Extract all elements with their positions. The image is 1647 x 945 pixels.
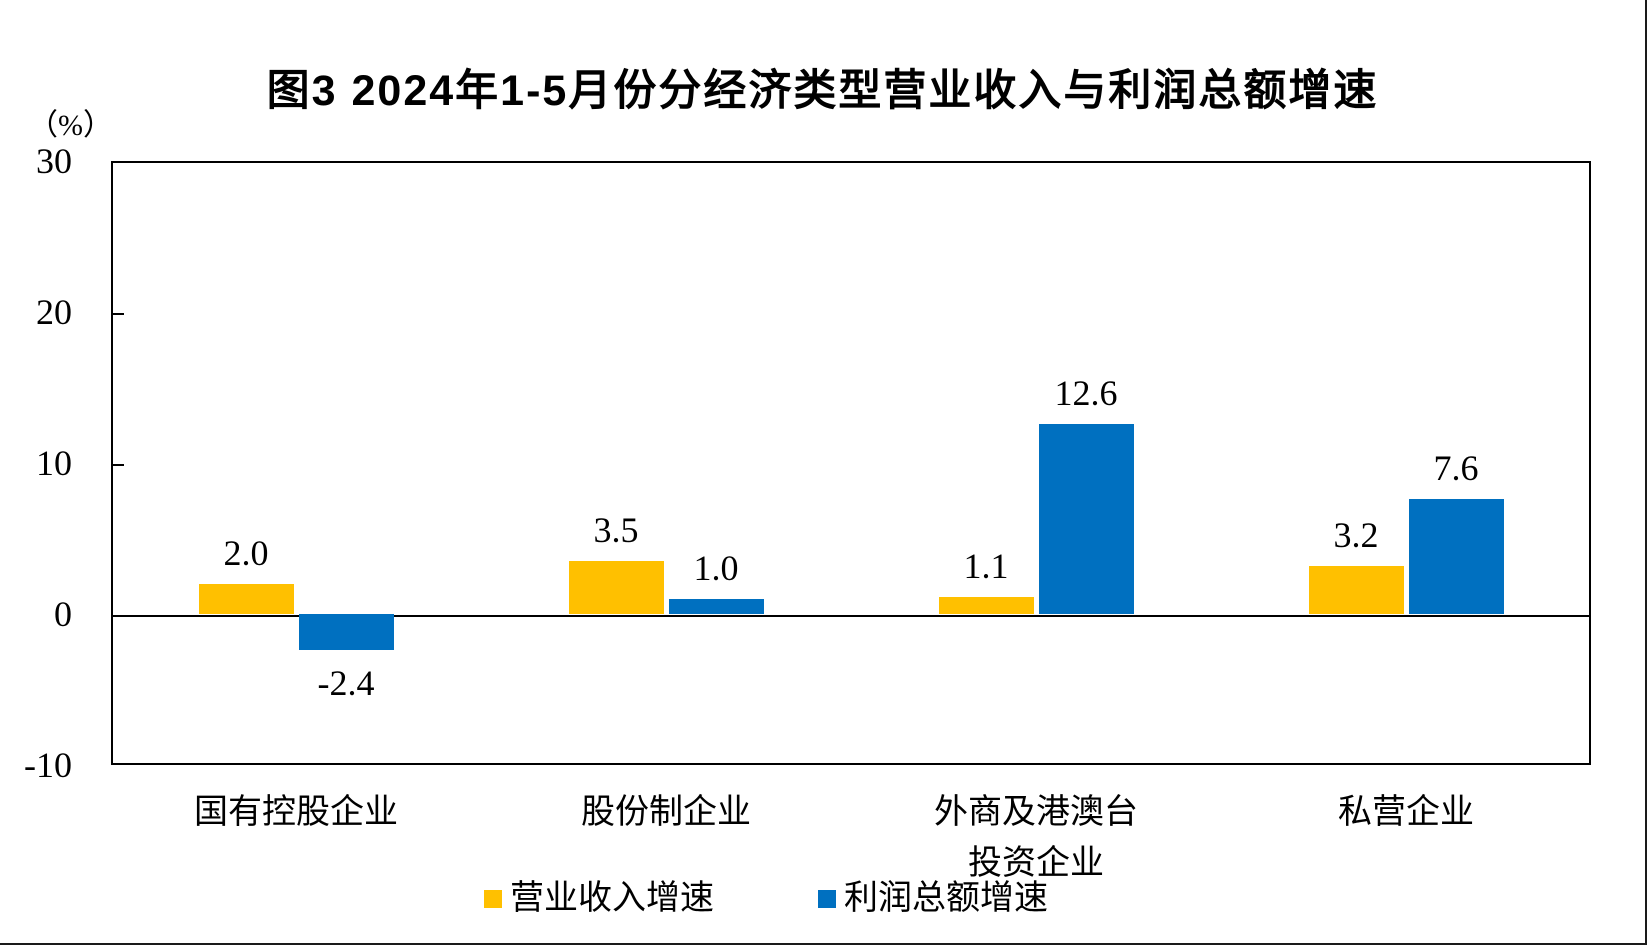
chart-title: 图3 2024年1-5月份分经济类型营业收入与利润总额增速 (266, 67, 1379, 115)
y-axis-tick-mark (113, 313, 124, 315)
y-axis-tick-mark (113, 464, 124, 466)
bar-value-label: 1.0 (693, 547, 739, 588)
bar (938, 597, 1034, 614)
bar-value-label: 12.6 (1054, 372, 1118, 413)
legend-label: 利润总额增速 (844, 880, 1048, 917)
legend-swatch (818, 890, 836, 909)
bar (1038, 423, 1134, 614)
category-label: 外商及港澳台 投资企业 (934, 794, 1138, 882)
y-axis-tick-label: -10 (24, 745, 72, 785)
bar (198, 583, 294, 614)
y-axis-tick-label: 0 (54, 594, 72, 634)
legend-item: 营业收入增速 (484, 879, 714, 920)
bar (1308, 565, 1404, 614)
legend-swatch (484, 890, 502, 909)
bar-value-label: 7.6 (1433, 448, 1479, 489)
bar (1408, 499, 1504, 614)
bar-value-label: -2.4 (317, 663, 375, 704)
category-label: 股份制企业 (581, 794, 751, 831)
y-axis-tick-label: 20 (36, 292, 72, 332)
bar-value-label: 1.1 (963, 546, 1009, 587)
y-axis-unit-label: （%） (28, 109, 113, 142)
legend-label: 营业收入增速 (510, 880, 714, 917)
category-label: 私营企业 (1338, 794, 1474, 831)
y-axis-tick-label: 10 (36, 443, 72, 483)
bar-value-label: 3.5 (593, 510, 639, 551)
bar-value-label: 3.2 (1333, 514, 1379, 555)
bar (298, 614, 394, 651)
y-axis-tick-label: 30 (36, 141, 72, 181)
legend-item: 利润总额增速 (818, 879, 1048, 920)
zero-gridline (113, 615, 1589, 617)
legend: 营业收入增速 利润总额增速 (111, 879, 1421, 920)
bar (668, 598, 764, 614)
category-label: 国有控股企业 (194, 794, 398, 831)
bar-value-label: 2.0 (223, 532, 269, 573)
plot-area (111, 161, 1591, 765)
bar (568, 561, 664, 614)
